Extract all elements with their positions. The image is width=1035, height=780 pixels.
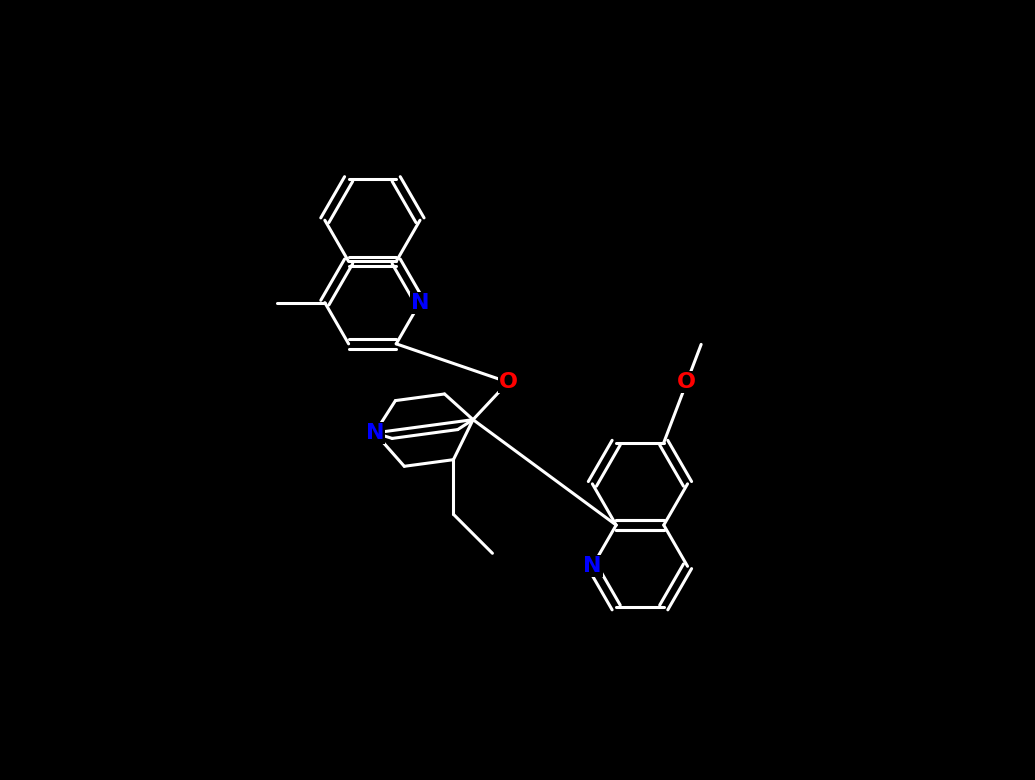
Text: O: O <box>677 372 697 392</box>
Text: N: N <box>365 423 384 443</box>
Text: N: N <box>583 556 601 576</box>
Text: O: O <box>499 372 518 392</box>
Text: N: N <box>411 292 430 313</box>
